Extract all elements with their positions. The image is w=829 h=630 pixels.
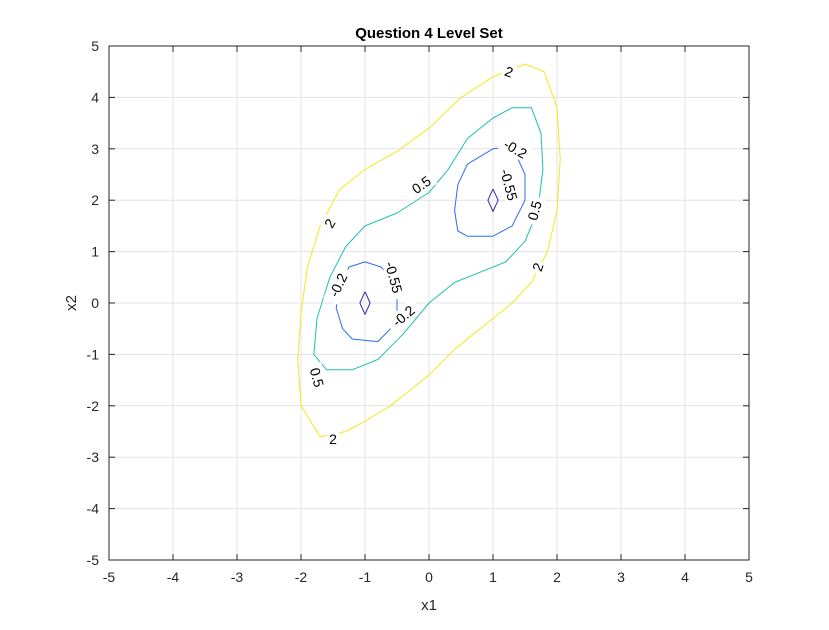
y-tick-label: -1 bbox=[87, 346, 100, 362]
contour-label: 2 bbox=[329, 431, 337, 447]
x-tick-label: -3 bbox=[231, 569, 244, 585]
contour-label-backing bbox=[327, 431, 339, 448]
x-tick-label: 0 bbox=[425, 569, 433, 585]
contour-line-level-neg0p2 bbox=[335, 261, 398, 343]
contour-label-backing bbox=[495, 161, 523, 209]
y-tick-label: -5 bbox=[87, 552, 100, 568]
x-tick-label: 1 bbox=[489, 569, 497, 585]
y-tick-label: 4 bbox=[91, 89, 99, 105]
contour-label-backing bbox=[523, 194, 546, 227]
contour-label-backing bbox=[500, 62, 518, 82]
contour-label-backing bbox=[384, 298, 423, 334]
contour-label-backing bbox=[380, 253, 408, 301]
contour-label: 0.5 bbox=[307, 366, 328, 389]
contour-lines bbox=[297, 63, 561, 438]
x-tick-label: 3 bbox=[617, 569, 625, 585]
y-tick-label: 5 bbox=[91, 38, 99, 54]
contour-label-group: 2 bbox=[528, 258, 548, 276]
x-tick-label: 4 bbox=[681, 569, 689, 585]
contour-label-backing bbox=[319, 214, 340, 233]
contour-label-group: 0.5 bbox=[523, 194, 546, 227]
chart-title: Question 4 Level Set bbox=[355, 25, 503, 42]
y-tick-label: -4 bbox=[87, 501, 100, 517]
contour-label-backing bbox=[495, 132, 535, 165]
contour-label-group: 2 bbox=[500, 62, 518, 82]
y-tick-label: 1 bbox=[91, 244, 99, 260]
contour-line-level-neg0p55 bbox=[359, 291, 371, 315]
x-tick-labels: -5 -4 -3 -2 -1 0 1 2 3 4 5 bbox=[103, 569, 753, 585]
contour-label: 0.5 bbox=[524, 199, 545, 222]
y-tick-label: -3 bbox=[87, 449, 100, 465]
contour-label-backing bbox=[305, 361, 329, 394]
contour-label-group: 2 bbox=[327, 431, 339, 448]
axis-ticks bbox=[108, 45, 750, 561]
y-tick-label: 3 bbox=[91, 141, 99, 157]
y-axis-label: x2 bbox=[63, 295, 80, 311]
contour-label-backing bbox=[323, 265, 353, 305]
contour-label-backing bbox=[405, 170, 438, 200]
x-tick-label: -2 bbox=[295, 569, 308, 585]
contour-label-backing bbox=[528, 258, 548, 276]
y-tick-label: -2 bbox=[87, 398, 100, 414]
contour-line-level-2 bbox=[297, 63, 561, 438]
x-tick-label: 2 bbox=[553, 569, 561, 585]
x-tick-label: -1 bbox=[359, 569, 372, 585]
y-tick-label: 2 bbox=[91, 192, 99, 208]
x-tick-label: -5 bbox=[103, 569, 116, 585]
x-tick-label: -4 bbox=[167, 569, 180, 585]
x-axis-label: x1 bbox=[421, 597, 437, 614]
x-tick-label: 5 bbox=[745, 569, 753, 585]
contour-label-group: 2 bbox=[319, 214, 340, 233]
contour-label-group: 0.5 bbox=[305, 361, 329, 394]
y-tick-label: 0 bbox=[91, 295, 99, 311]
y-tick-labels: -5 -4 -3 -2 -1 0 1 2 3 4 5 bbox=[87, 38, 100, 568]
contour-line-level-neg0p55 bbox=[487, 188, 499, 212]
contour-line-level-0p5 bbox=[313, 107, 544, 371]
